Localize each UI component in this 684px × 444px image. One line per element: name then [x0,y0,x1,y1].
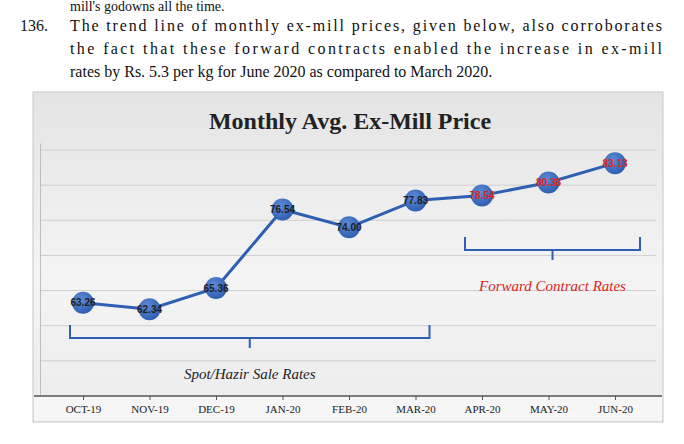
x-tick-label: JUN-20 [598,403,633,415]
grid-line [40,360,656,361]
x-axis: OCT-19 NOV-19 DEC-19 JAN-20 FEB-20 MAR-20 APR-… [34,396,662,415]
x-tick-mark [283,396,284,400]
x-tick-mark [150,396,151,400]
x-tick: NOV-19 [131,396,169,415]
x-tick-label: FEB-20 [332,403,367,415]
plot-marks [72,152,626,320]
paragraph-line: the fact that these forward contracts en… [70,40,663,57]
annotation-text: Forward Contract Rates [478,278,626,294]
paragraph-number: 136. [20,17,48,34]
x-tick-label: OCT-19 [66,403,102,415]
x-tick-label: JAN-20 [266,403,301,415]
x-tick-mark [83,396,84,400]
x-tick: OCT-19 [66,396,102,415]
page: mill's godowns all the time. 136. The tren… [0,0,684,444]
chart-frame [33,92,663,422]
x-tick-mark [615,396,616,400]
x-tick: FEB-20 [332,396,367,415]
data-label: 76.54 [270,204,295,215]
annotation-text: Spot/Hazir Sale Rates [184,366,316,382]
grid-line [40,255,656,256]
grid-line [40,325,656,326]
x-tick-mark [549,396,550,400]
data-labels: 63.26 62.34 65.36 76.54 74.00 77.83 78.54 80.38… [70,158,627,315]
x-tick-mark [349,396,350,400]
x-axis-band [34,396,662,421]
x-tick: APR-20 [464,396,501,415]
annotation-bracket [465,237,640,260]
x-tick-label: MAY-20 [530,403,569,415]
data-label: 62.34 [137,304,162,315]
x-tick: DEC-19 [198,396,235,415]
grid-line [40,185,656,186]
x-tick-mark [216,396,217,400]
x-tick: JUN-20 [598,396,633,415]
y-axis [40,144,42,397]
paragraph-line: The trend line of monthly ex-mill prices… [70,17,662,35]
x-axis-line [34,395,662,397]
paragraph-line: rates by Rs. 5.3 per kg for June 2020 as… [70,63,492,81]
grid-line [40,150,656,151]
data-label: 83.13 [602,158,627,169]
x-tick: MAY-20 [530,396,569,415]
x-tick-label: MAR-20 [396,403,436,415]
data-label: 80.38 [536,177,561,188]
x-tick-label: DEC-19 [198,403,235,415]
grid [40,150,656,361]
previous-line: mill's godowns all the time. [70,0,225,14]
x-tick-mark [416,396,417,400]
x-tick: MAR-20 [396,396,436,415]
x-tick-label: NOV-19 [131,403,169,415]
chart-title: Monthly Avg. Ex-Mill Price [209,108,492,134]
y-axis-line [40,144,41,397]
x-tick: JAN-20 [266,396,301,415]
data-label: 77.83 [403,195,428,206]
annotation-bracket [70,325,430,348]
data-label: 74.00 [336,222,361,233]
data-label: 78.54 [469,190,494,201]
x-tick-label: APR-20 [464,403,501,415]
data-label: 65.36 [203,283,228,294]
data-label: 63.26 [70,297,95,308]
x-tick-mark [482,396,483,400]
series-line [83,163,615,309]
